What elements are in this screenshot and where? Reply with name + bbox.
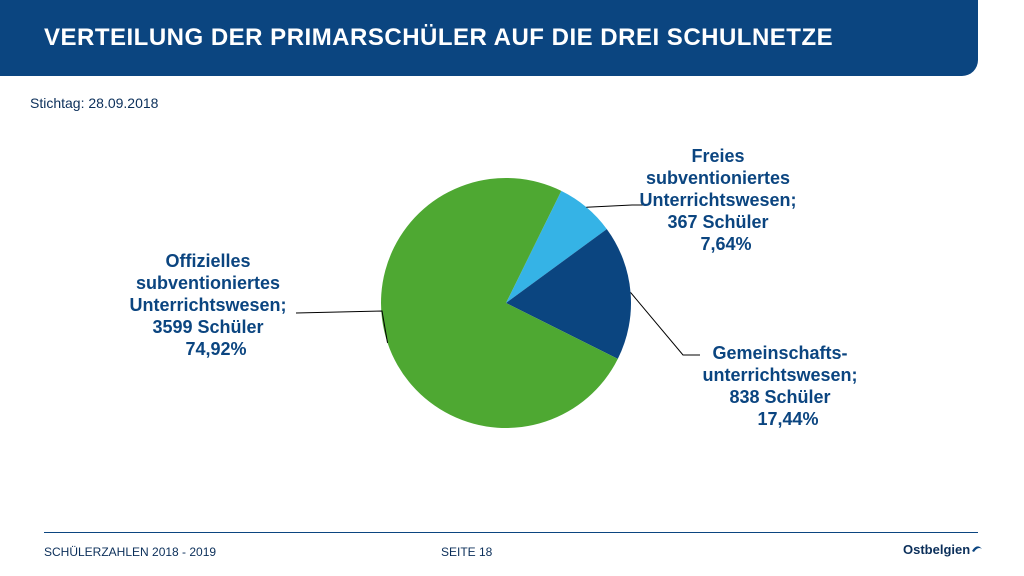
page-title: VERTEILUNG DER PRIMARSCHÜLER AUF DIE DRE… <box>44 24 834 51</box>
leader-line-freies <box>586 204 644 208</box>
reference-date: Stichtag: 28.09.2018 <box>30 95 159 111</box>
logo-text: Ostbelgien <box>903 541 971 557</box>
leader-line-offizielles <box>295 310 389 343</box>
ostbelgien-logo: Ostbelgien <box>903 538 984 560</box>
logo-swirl-icon <box>972 546 983 552</box>
footer-report-title: SCHÜLERZAHLEN 2018 - 2019 <box>44 545 217 559</box>
header-bar: VERTEILUNG DER PRIMARSCHÜLER AUF DIE DRE… <box>0 0 978 76</box>
slice-label-offizielles: Offizielles subventioniertes Unterrichtswe… <box>129 251 286 359</box>
footer-page-number: SEITE 18 <box>441 545 493 559</box>
pie-slice-freies <box>506 190 607 303</box>
footer-divider <box>44 532 978 533</box>
slice-label-gemeinschaft: Gemeinschafts-unterrichtswesen; 838 Schül… <box>702 343 857 429</box>
pie-slice-gemeinschaft <box>506 229 632 359</box>
pie-slice-offizielles <box>381 177 618 428</box>
slice-label-freies: Freies subventioniertes Unterrichtswesen; 3… <box>639 146 796 254</box>
leader-line-gemeinschaft <box>630 292 700 356</box>
